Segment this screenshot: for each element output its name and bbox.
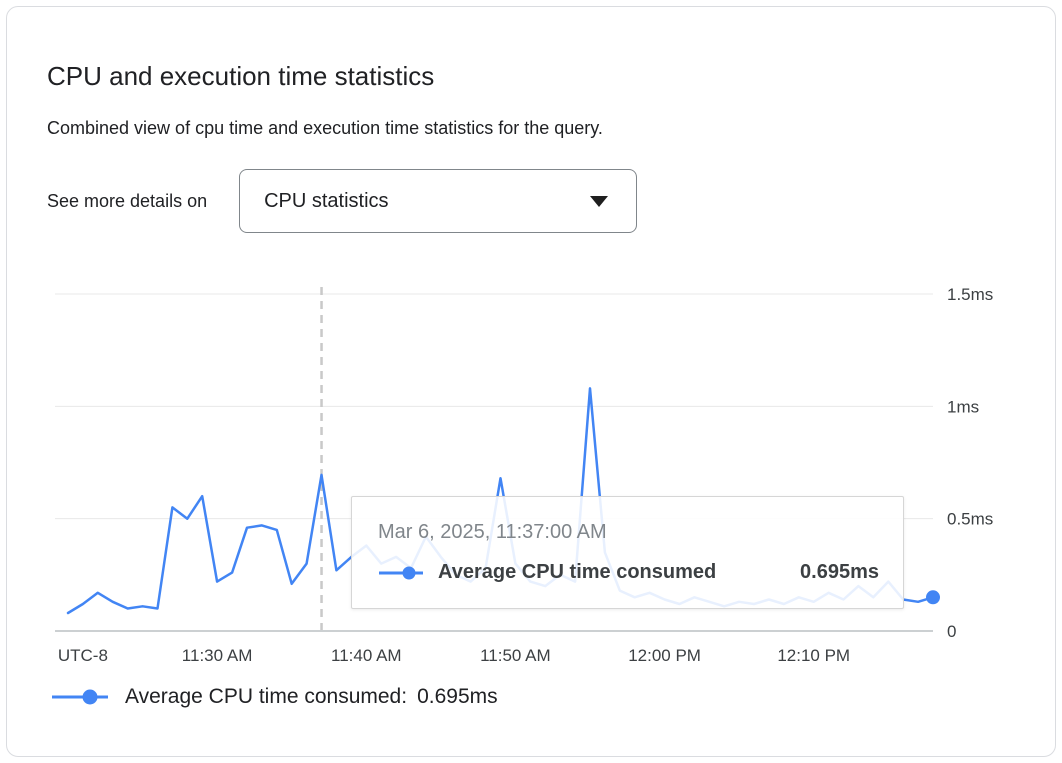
legend-marker-icon	[52, 689, 108, 705]
caret-down-icon	[590, 195, 609, 207]
tooltip-series-label: Average CPU time consumed	[438, 561, 717, 583]
chart-canvas: 0 0.5ms 1ms 1.5ms UTC-8 11:30 AM 11:40 AM 11:50…	[55, 285, 993, 665]
tooltip-series-value: 0.695ms	[800, 561, 879, 583]
y-axis-label: 1ms	[947, 397, 979, 416]
x-axis-label: 12:00 PM	[628, 646, 701, 665]
x-axis-label: 11:50 AM	[480, 646, 551, 665]
legend-value: 0.695ms	[417, 685, 498, 708]
y-axis-label: 0	[947, 622, 956, 641]
statistics-dropdown-value: CPU statistics	[264, 189, 389, 212]
x-axis-label: UTC-8	[58, 646, 108, 665]
chart-tooltip: Mar 6, 2025, 11:37:00 AM Average CPU tim…	[351, 496, 904, 609]
x-axis-label: 11:30 AM	[182, 646, 253, 665]
chart-legend: Average CPU time consumed: 0.695ms	[51, 685, 1015, 709]
tooltip-date: Mar 6, 2025, 11:37:00 AM	[378, 521, 607, 543]
statistics-dropdown[interactable]: CPU statistics	[239, 169, 638, 233]
series-marker-icon	[379, 566, 423, 579]
cpu-statistics-card: CPU and execution time statistics Combin…	[6, 6, 1056, 757]
series-end-point	[926, 590, 940, 605]
x-axis-label: 12:10 PM	[777, 646, 850, 665]
details-label: See more details on	[47, 190, 208, 211]
tooltip-series-row: Average CPU time consumed 0.695ms	[378, 561, 879, 584]
y-axis-label: 1.5ms	[947, 285, 993, 304]
subtitle: Combined view of cpu time and execution …	[47, 118, 603, 138]
x-axis-label: 11:40 AM	[331, 646, 402, 665]
legend-label: Average CPU time consumed:	[125, 685, 408, 708]
page-title: CPU and execution time statistics	[47, 61, 435, 91]
cpu-time-chart[interactable]: 0 0.5ms 1ms 1.5ms UTC-8 11:30 AM 11:40 AM 11:50…	[53, 279, 999, 671]
y-axis-label: 0.5ms	[947, 510, 993, 529]
details-row: See more details on CPU statistics	[47, 169, 1015, 233]
